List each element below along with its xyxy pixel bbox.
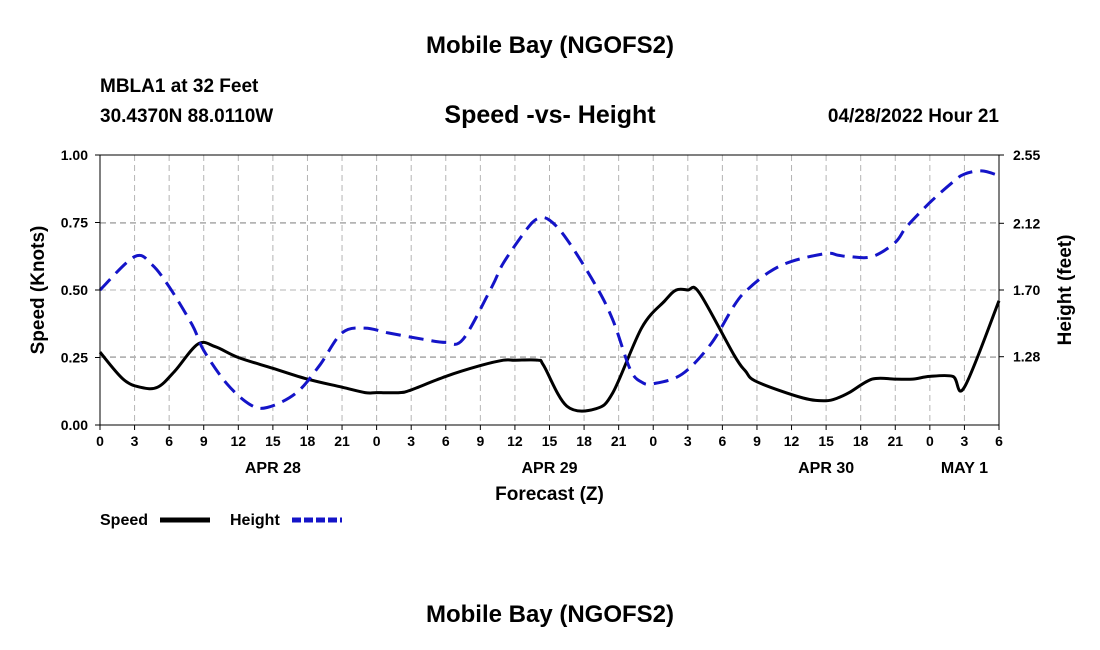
y-right-tick-label: 2.55	[1013, 147, 1040, 163]
x-tick-label: 15	[542, 433, 558, 449]
station-label: MBLA1 at 32 Feet	[100, 76, 259, 97]
y-right-tick-label: 1.28	[1013, 349, 1040, 365]
x-tick-label: 6	[718, 433, 726, 449]
x-axis-title: Forecast (Z)	[495, 484, 604, 505]
y-left-tick-label: 0.00	[61, 417, 88, 433]
x-tick-label: 15	[265, 433, 281, 449]
x-tick-label: 0	[926, 433, 934, 449]
y-right-tick-label: 1.70	[1013, 282, 1040, 298]
day-label: APR 30	[798, 460, 854, 477]
x-tick-label: 6	[165, 433, 173, 449]
y-left-tick-label: 0.25	[61, 350, 88, 366]
x-tick-label: 9	[753, 433, 761, 449]
x-tick-label: 9	[476, 433, 484, 449]
x-tick-label: 9	[200, 433, 208, 449]
x-tick-label: 0	[649, 433, 657, 449]
x-tick-label: 18	[300, 433, 316, 449]
chart-canvas: 0 3 6 9 12 15 18 21 0 3 6 9 12 15 18 21 0 3 6 9 12 15 18 21 0 3 6 A…	[28, 147, 1076, 529]
speed-series-line	[98, 285, 1001, 413]
x-tick-label: 6	[995, 433, 1003, 449]
grid	[100, 154, 999, 426]
day-label: MAY 1	[941, 460, 988, 477]
x-tick-label: 12	[507, 433, 523, 449]
x-tick-label: 18	[576, 433, 592, 449]
height-series-line	[98, 169, 1000, 410]
y-right-tick-label: 2.12	[1013, 215, 1040, 231]
y-right-axis-title: Height (feet)	[1055, 235, 1076, 346]
x-tick-label: 15	[818, 433, 834, 449]
day-label: APR 29	[521, 460, 577, 477]
y-left-tick-label: 0.50	[61, 282, 88, 298]
y-left-tick-label: 0.75	[61, 215, 88, 231]
x-tick-label: 21	[611, 433, 627, 449]
x-tick-label: 0	[96, 433, 104, 449]
coordinates-label: 30.4370N 88.0110W	[100, 106, 274, 127]
footer-title: Mobile Bay (NGOFS2)	[425, 601, 675, 628]
axes: 0 3 6 9 12 15 18 21 0 3 6 9 12 15 18 21 0 3 6 9 12 15 18 21 0 3 6 A…	[28, 147, 1076, 505]
x-tick-label: 12	[784, 433, 800, 449]
y-left-tick-label: 1.00	[61, 147, 88, 163]
chart-subtitle: Speed -vs- Height	[444, 101, 656, 129]
x-tick-label: 21	[887, 433, 903, 449]
forecast-timestamp: 04/28/2022 Hour 21	[827, 106, 999, 127]
day-label: APR 28	[245, 460, 301, 477]
x-tick-label: 0	[373, 433, 381, 449]
legend: Speed Height	[100, 512, 342, 529]
x-tick-label: 21	[334, 433, 350, 449]
legend-label-height: Height	[230, 512, 280, 529]
x-tick-label: 3	[684, 433, 692, 449]
x-tick-label: 3	[961, 433, 969, 449]
x-tick-label: 3	[131, 433, 139, 449]
x-tick-label: 3	[407, 433, 415, 449]
x-tick-label: 18	[853, 433, 869, 449]
series-layer	[98, 169, 1001, 413]
x-tick-label: 6	[442, 433, 450, 449]
legend-label-speed: Speed	[100, 512, 148, 529]
y-left-axis-title: Speed (Knots)	[28, 226, 49, 355]
chart-title: Mobile Bay (NGOFS2)	[425, 32, 675, 59]
x-tick-label: 12	[231, 433, 247, 449]
